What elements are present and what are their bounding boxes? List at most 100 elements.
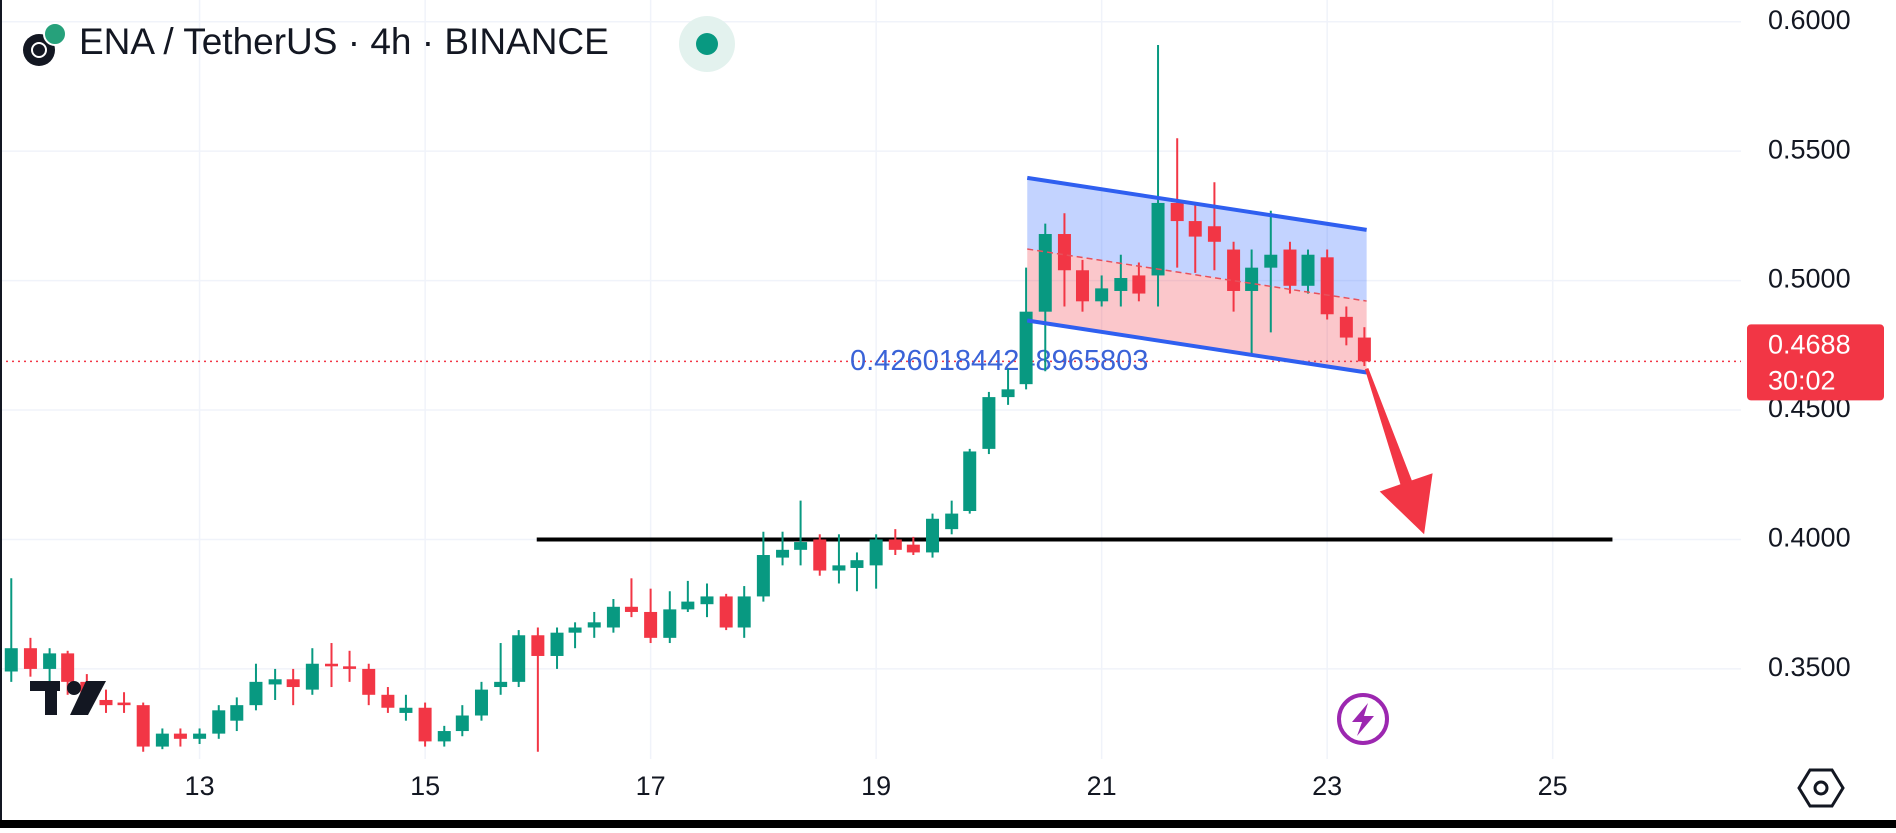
bottom-bar	[0, 820, 1896, 828]
overlay: 0.4688 30:02	[1026, 175, 1884, 535]
candle-body	[1207, 226, 1221, 242]
candle-body	[1019, 311, 1033, 385]
candle-body	[455, 715, 469, 732]
x-tick-label: 17	[636, 771, 666, 801]
candle-body	[1301, 254, 1315, 286]
y-tick-label: 0.5500	[1768, 134, 1851, 164]
candle-body	[869, 539, 883, 566]
candle-body	[832, 565, 846, 571]
y-tick-label: 0.5000	[1768, 264, 1851, 294]
candle-body	[906, 544, 920, 553]
candle-body	[1057, 234, 1071, 271]
candle-body	[61, 653, 75, 682]
candle-body	[963, 451, 977, 512]
candle-body	[663, 609, 677, 638]
candle-body	[230, 705, 244, 721]
candle-body	[43, 653, 57, 669]
candle-body	[982, 397, 996, 449]
candle-body	[173, 733, 187, 739]
candle-body	[1188, 221, 1202, 237]
chart-title: ENA / TetherUS · 4h · BINANCE	[79, 21, 609, 62]
candle-body	[399, 707, 413, 713]
y-tick-label: 0.3500	[1768, 652, 1851, 682]
candle-body	[4, 648, 18, 672]
candle-body	[136, 705, 150, 747]
candle-body	[494, 681, 508, 688]
symbol-icon	[23, 22, 67, 66]
candle-body	[1151, 202, 1165, 276]
channel-lower-line	[1026, 318, 1367, 375]
candle-body	[1132, 275, 1146, 294]
y-tick-label: 0.6000	[1768, 5, 1851, 35]
candle-body	[756, 555, 770, 597]
status-dot[interactable]	[696, 33, 718, 55]
candle-body	[286, 679, 300, 688]
x-tick-label: 21	[1087, 771, 1117, 801]
candle-body	[117, 702, 131, 706]
candle-body	[268, 679, 282, 685]
annotation: 0.42601844248965803	[850, 345, 1148, 377]
candle-body	[850, 560, 864, 568]
candle-body	[587, 622, 601, 628]
candle-body	[1170, 202, 1184, 222]
candle-body	[926, 518, 940, 553]
settings-button[interactable]	[1797, 768, 1845, 808]
candle-body	[512, 635, 526, 682]
lightning-button[interactable]	[1337, 693, 1389, 745]
candle-body	[1038, 234, 1052, 312]
candle-body	[325, 663, 339, 667]
candle-body	[437, 731, 451, 742]
plot: 0.42601844248965803	[0, 45, 1741, 752]
channel-middle-line	[1027, 248, 1367, 302]
candle-body	[700, 596, 714, 605]
candle-body	[1357, 337, 1371, 362]
candle-body	[212, 710, 226, 734]
candle-body	[1114, 278, 1128, 291]
candle-body	[1339, 316, 1353, 338]
x-tick-label: 23	[1312, 771, 1342, 801]
candle-body	[155, 733, 169, 747]
candle-body	[193, 733, 207, 739]
channel-upper-line	[1026, 175, 1367, 232]
candle-body	[305, 663, 319, 690]
logo	[30, 681, 106, 715]
candle-body	[474, 689, 488, 716]
candle-body	[1245, 267, 1259, 291]
candle-body	[568, 627, 582, 633]
candle-body	[343, 666, 357, 669]
candle-body	[531, 635, 545, 656]
candle-body	[249, 681, 263, 706]
y-tick-label: 0.4000	[1768, 523, 1851, 553]
candle-body	[1283, 249, 1297, 286]
x-tick-label: 19	[861, 771, 891, 801]
candle-body	[737, 596, 751, 628]
candle-body	[888, 539, 902, 550]
candle-body	[624, 606, 638, 612]
candle-body	[381, 694, 395, 708]
x-tick-label: 15	[410, 771, 440, 801]
channel-upper-zone	[1027, 177, 1367, 302]
candle-body	[644, 611, 658, 638]
x-tick-label: 25	[1538, 771, 1568, 801]
arrow	[1364, 368, 1433, 535]
candle-body	[1264, 254, 1278, 268]
candle-body	[23, 648, 37, 669]
price-box	[1747, 324, 1884, 401]
candle-body	[794, 542, 808, 550]
candle-body	[776, 549, 790, 558]
candle-body	[418, 707, 432, 742]
candle-body	[606, 606, 620, 628]
countdown: 30:02	[1768, 366, 1836, 396]
candle-body	[1075, 270, 1089, 302]
candle-body	[550, 632, 564, 656]
candle-body	[1320, 257, 1334, 315]
candle-body	[813, 539, 827, 571]
candle-body	[1227, 249, 1241, 291]
candle-body	[362, 668, 376, 695]
candle-body	[681, 601, 695, 610]
candle-body	[945, 513, 959, 530]
candle-body	[1001, 389, 1015, 398]
candle-body	[1095, 288, 1109, 302]
